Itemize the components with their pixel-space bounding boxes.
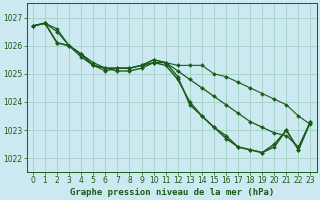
X-axis label: Graphe pression niveau de la mer (hPa): Graphe pression niveau de la mer (hPa) — [69, 188, 274, 197]
